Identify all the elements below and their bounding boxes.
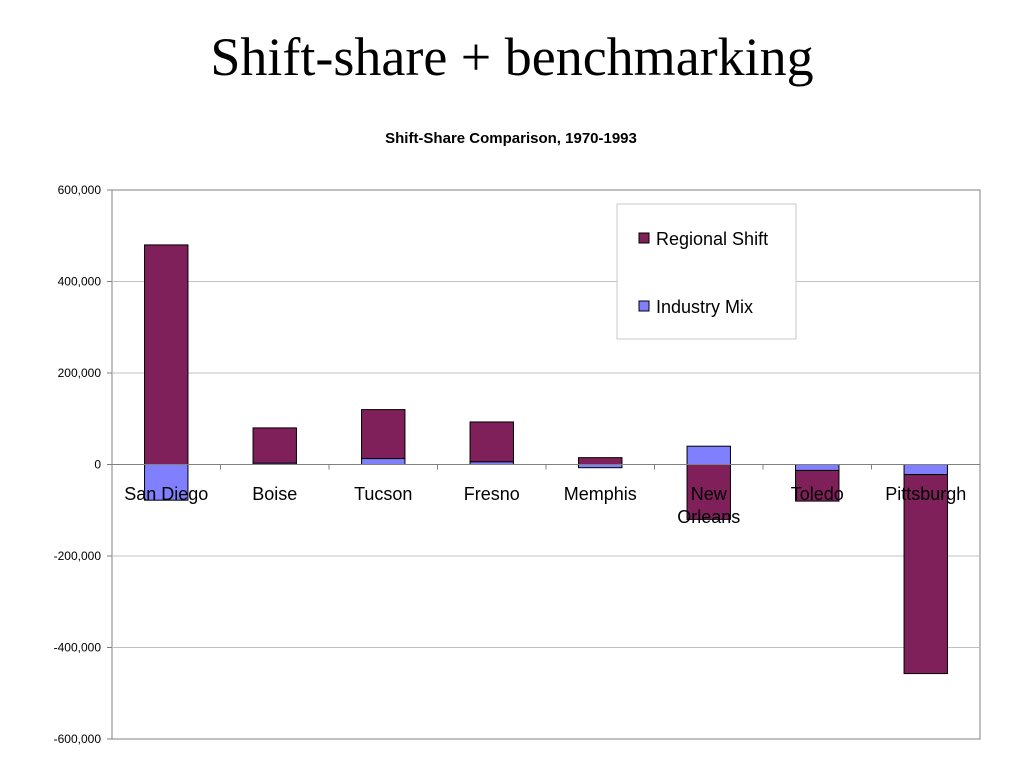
bar-regional-shift <box>252 427 297 464</box>
y-tick-label: -200,000 <box>54 549 102 563</box>
x-tick-label: Fresno <box>464 484 520 504</box>
legend-swatch-regional-shift <box>638 232 650 244</box>
y-tick-label: -600,000 <box>54 732 102 746</box>
bar-regional-shift <box>361 409 406 460</box>
bars <box>112 244 980 675</box>
legend: Regional Shift Industry Mix <box>616 203 797 340</box>
y-tick-label: 400,000 <box>58 275 102 289</box>
legend-box <box>616 203 797 340</box>
x-tick-label: Memphis <box>564 484 637 504</box>
y-tick-label: 0 <box>94 458 101 472</box>
x-tick-label: New Orleans <box>677 484 740 527</box>
bar-regional-shift <box>144 244 189 465</box>
y-tick-label: -400,000 <box>54 641 102 655</box>
slide-title: Shift-share + benchmarking <box>210 27 814 87</box>
y-tick-label: 200,000 <box>58 366 102 380</box>
bar-industry-mix <box>361 458 406 465</box>
x-tick-label: San Diego <box>124 484 208 504</box>
bar-industry-mix <box>686 445 731 466</box>
bar-regional-shift <box>903 474 948 675</box>
chart-title: Shift-Share Comparison, 1970-1993 <box>385 130 637 147</box>
bar-regional-shift <box>686 464 731 520</box>
bar-industry-mix <box>903 464 948 476</box>
legend-swatch-industry-mix <box>638 300 650 312</box>
bar-industry-mix <box>795 464 840 471</box>
x-tick-label: Pittsburgh <box>885 484 966 504</box>
x-tick-label: Boise <box>252 484 297 504</box>
x-tick-label: Toledo <box>791 484 844 504</box>
x-tick-label: Tucson <box>354 484 412 504</box>
y-tick-label: 600,000 <box>58 183 102 197</box>
legend-label-regional-shift: Regional Shift <box>656 229 768 249</box>
bar-regional-shift <box>795 469 840 502</box>
x-axis-labels: San Diego Boise Tucson Fresno Memphis New Orle… <box>111 464 981 527</box>
legend-label-industry-mix: Industry Mix <box>656 297 753 317</box>
bar-regional-shift <box>469 421 514 463</box>
bar-regional-shift <box>578 457 623 466</box>
y-axis-ticks: 600,000 400,000 200,000 0 -200,000 -400,000 -6… <box>54 183 112 746</box>
